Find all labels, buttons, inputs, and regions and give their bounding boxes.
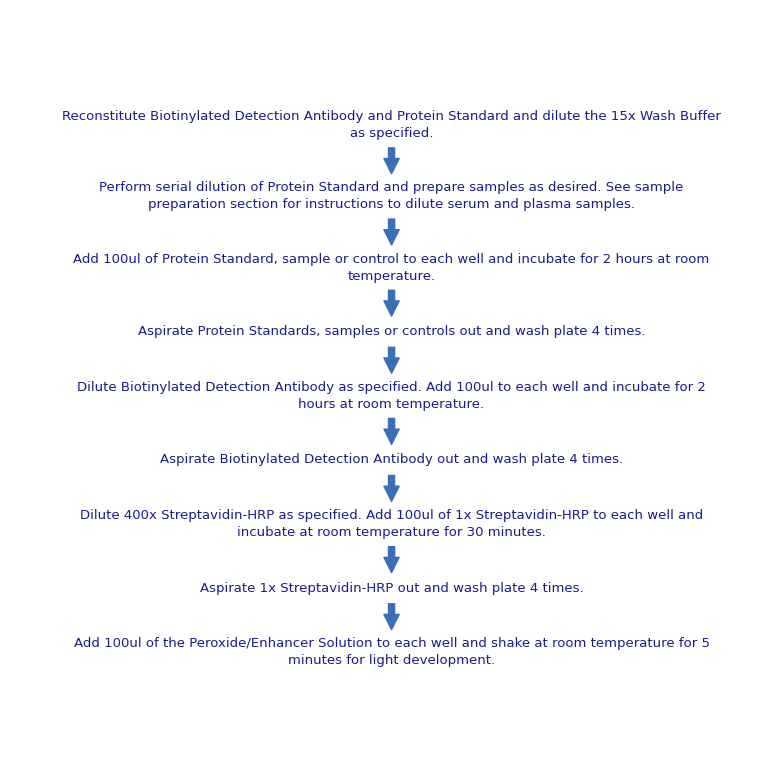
Text: Dilute Biotinylated Detection Antibody as specified. Add 100ul to each well and : Dilute Biotinylated Detection Antibody a…	[77, 380, 706, 411]
Text: Reconstitute Biotinylated Detection Antibody and Protein Standard and dilute the: Reconstitute Biotinylated Detection Anti…	[62, 110, 721, 141]
Text: Perform serial dilution of Protein Standard and prepare samples as desired. See : Perform serial dilution of Protein Stand…	[99, 181, 684, 212]
Text: Dilute 400x Streptavidin-HRP as specified. Add 100ul of 1x Streptavidin-HRP to e: Dilute 400x Streptavidin-HRP as specifie…	[80, 509, 703, 539]
Text: Add 100ul of the Peroxide/Enhancer Solution to each well and shake at room tempe: Add 100ul of the Peroxide/Enhancer Solut…	[73, 637, 710, 667]
Text: Add 100ul of Protein Standard, sample or control to each well and incubate for 2: Add 100ul of Protein Standard, sample or…	[73, 253, 710, 283]
Text: Aspirate 1x Streptavidin-HRP out and wash plate 4 times.: Aspirate 1x Streptavidin-HRP out and was…	[199, 581, 584, 594]
Text: Aspirate Protein Standards, samples or controls out and wash plate 4 times.: Aspirate Protein Standards, samples or c…	[138, 325, 646, 338]
Text: Aspirate Biotinylated Detection Antibody out and wash plate 4 times.: Aspirate Biotinylated Detection Antibody…	[160, 454, 623, 467]
